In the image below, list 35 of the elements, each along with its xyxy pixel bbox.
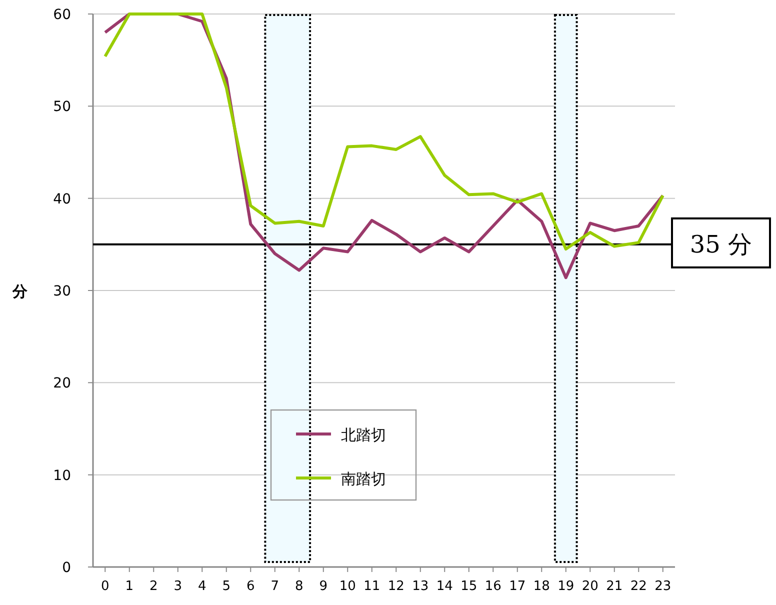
x-tick-label: 9 xyxy=(319,579,328,594)
x-tick-label: 5 xyxy=(222,579,231,594)
y-axis-title: 分 xyxy=(12,282,28,300)
x-tick-label: 12 xyxy=(388,579,404,594)
x-tick-label: 1 xyxy=(125,579,134,594)
y-tick-label: 20 xyxy=(53,376,71,392)
legend-label: 南踏切 xyxy=(341,470,386,488)
x-tick-label: 23 xyxy=(654,579,672,594)
x-tick-label: 14 xyxy=(436,579,453,594)
y-tick-label: 30 xyxy=(53,284,71,300)
x-tick-label: 18 xyxy=(533,579,550,594)
x-tick-label: 4 xyxy=(198,579,206,594)
legend-label: 北踏切 xyxy=(341,426,386,444)
y-tick-label: 50 xyxy=(53,99,71,116)
x-tick-label: 22 xyxy=(630,579,647,594)
y-tick-label: 40 xyxy=(53,191,71,208)
x-tick-label: 20 xyxy=(582,579,598,594)
x-tick-label: 11 xyxy=(364,579,380,594)
x-tick-label: 16 xyxy=(484,579,502,594)
x-tick-label: 19 xyxy=(558,579,574,594)
y-tick-label: 0 xyxy=(62,560,71,576)
ref-line-label: 35 分 xyxy=(690,230,752,258)
y-tick-label: 60 xyxy=(53,7,71,23)
x-tick-label: 3 xyxy=(174,579,182,594)
x-tick-label: 21 xyxy=(606,579,623,594)
x-tick-label: 13 xyxy=(412,579,429,594)
x-tick-label: 10 xyxy=(339,579,356,594)
x-tick-label: 2 xyxy=(149,579,158,594)
y-tick-label: 10 xyxy=(53,468,71,484)
x-tick-label: 7 xyxy=(270,579,280,594)
x-tick-label: 6 xyxy=(246,579,255,594)
x-tick-label: 15 xyxy=(460,579,478,594)
x-tick-label: 8 xyxy=(294,579,304,594)
x-tick-label: 0 xyxy=(100,579,110,594)
x-tick-label: 17 xyxy=(509,579,526,594)
